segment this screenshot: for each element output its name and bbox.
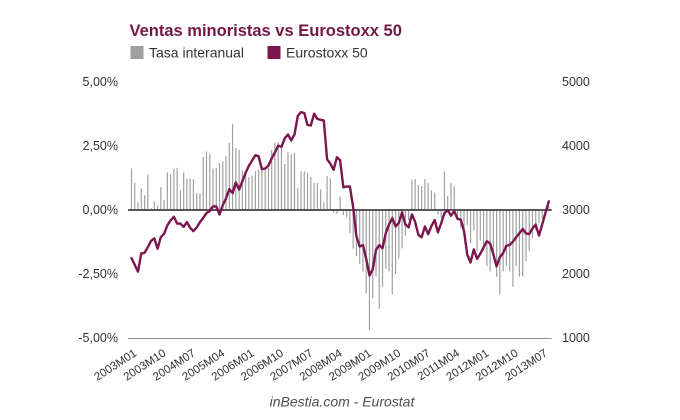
svg-text:2000: 2000: [562, 267, 590, 281]
svg-text:2,50%: 2,50%: [83, 139, 118, 153]
svg-text:1000: 1000: [562, 331, 590, 345]
svg-text:Tasa interanual: Tasa interanual: [149, 45, 244, 61]
svg-text:Ventas minoristas vs Eurostoxx: Ventas minoristas vs Eurostoxx 50: [130, 22, 402, 40]
svg-text:inBestia.com - Eurostat: inBestia.com - Eurostat: [270, 394, 416, 410]
svg-text:3000: 3000: [562, 203, 590, 217]
svg-text:4000: 4000: [562, 139, 590, 153]
svg-text:-2,50%: -2,50%: [78, 267, 118, 281]
svg-text:0,00%: 0,00%: [83, 203, 118, 217]
svg-text:5,00%: 5,00%: [83, 75, 118, 89]
svg-text:5000: 5000: [562, 75, 590, 89]
svg-text:Eurostoxx 50: Eurostoxx 50: [286, 45, 368, 61]
svg-text:-5,00%: -5,00%: [78, 331, 118, 345]
